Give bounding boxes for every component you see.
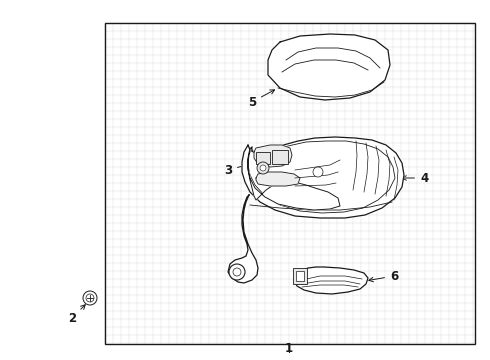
Text: 5: 5 xyxy=(248,90,274,108)
Polygon shape xyxy=(256,172,300,186)
Circle shape xyxy=(86,294,94,302)
Polygon shape xyxy=(242,137,404,218)
Polygon shape xyxy=(268,34,390,100)
Bar xyxy=(272,150,288,164)
Polygon shape xyxy=(248,148,340,210)
Circle shape xyxy=(260,165,266,171)
Circle shape xyxy=(257,162,269,174)
Text: 3: 3 xyxy=(224,162,254,176)
Text: 2: 2 xyxy=(68,305,85,324)
Text: 6: 6 xyxy=(369,270,398,283)
Bar xyxy=(256,152,270,164)
Bar xyxy=(105,23,475,344)
Bar xyxy=(296,271,304,281)
Polygon shape xyxy=(295,267,368,294)
Text: 1: 1 xyxy=(285,342,293,355)
Text: 4: 4 xyxy=(402,171,428,185)
Polygon shape xyxy=(254,145,292,167)
Circle shape xyxy=(313,167,323,177)
Bar xyxy=(293,268,307,284)
Polygon shape xyxy=(228,195,258,283)
Circle shape xyxy=(229,264,245,280)
Circle shape xyxy=(83,291,97,305)
Circle shape xyxy=(233,268,241,276)
